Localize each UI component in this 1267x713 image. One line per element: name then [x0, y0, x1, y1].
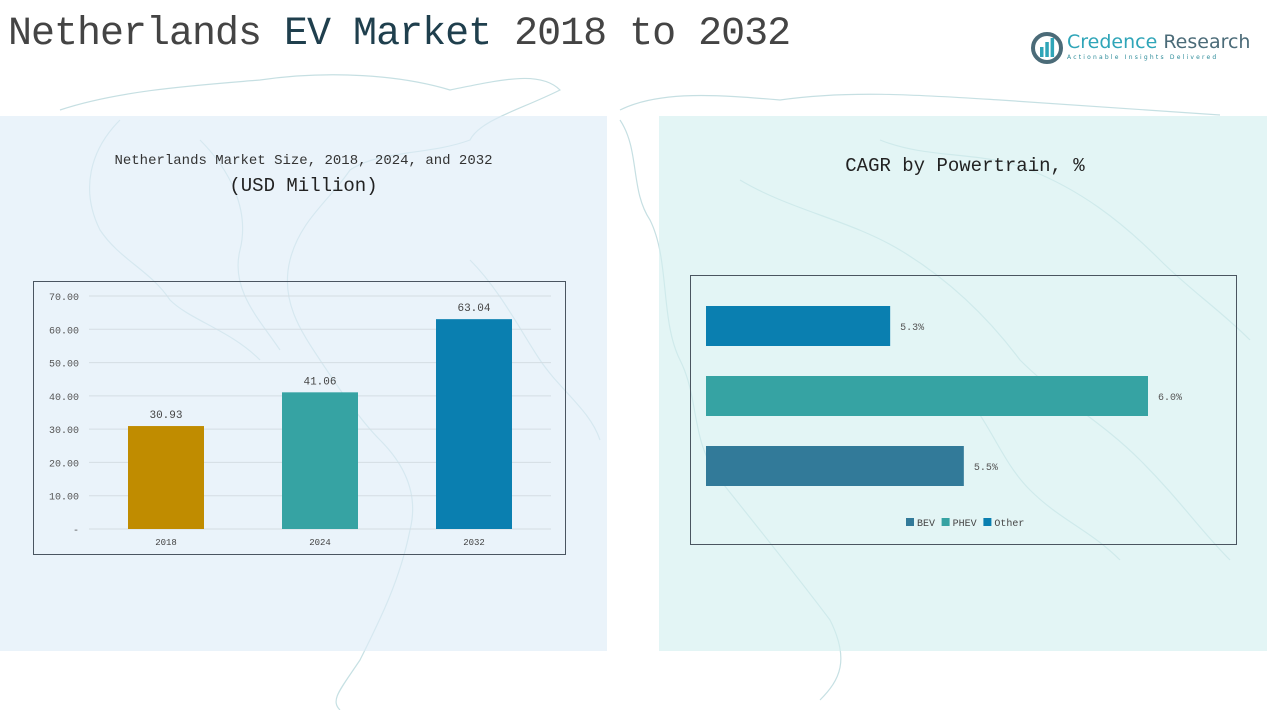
y-tick-label: 50.00: [49, 360, 79, 371]
y-tick-label: 10.00: [49, 493, 79, 504]
x-tick-label: 2024: [309, 538, 331, 548]
bar-Other: [706, 306, 891, 346]
page-title: Netherlands EV Market 2018 to 2032: [8, 12, 791, 57]
bar-2032: [436, 319, 512, 529]
title-market: EV Market: [284, 12, 492, 57]
legend-label-BEV: BEV: [917, 519, 935, 530]
y-tick-label: -: [73, 526, 79, 537]
title-country: Netherlands: [8, 12, 285, 57]
market-size-chart-subtitle: (USD Million): [229, 175, 378, 197]
title-years: 2018 to 2032: [491, 12, 791, 57]
cagr-chart-title: CAGR by Powertrain, %: [845, 155, 1085, 177]
y-tick-label: 30.00: [49, 426, 79, 437]
market-size-chart-svg: - 10.00 20.00 30.00 40.00 50.00 60.00 70.00 30.9…: [49, 293, 551, 548]
y-tick-label: 70.00: [49, 293, 79, 304]
bar-BEV: [706, 446, 964, 486]
cagr-chart: 5.3% 6.0% 5.5% BEV PHEV Other: [690, 275, 1237, 545]
x-tick-label: 2032: [463, 538, 485, 548]
legend-swatch-BEV: [906, 518, 914, 526]
cagr-chart-svg: 5.3% 6.0% 5.5% BEV PHEV Other: [706, 306, 1182, 530]
bar-value-label: 6.0%: [1158, 393, 1182, 404]
logo-tagline: Actionable Insights Delivered: [1067, 54, 1219, 61]
logo-name: Credence Research: [1067, 31, 1250, 53]
bar-PHEV: [706, 376, 1148, 416]
bar-value-label: 5.3%: [900, 323, 924, 334]
logo-name-part2: Research: [1157, 31, 1251, 53]
bar-2024: [282, 392, 358, 529]
y-tick-label: 60.00: [49, 326, 79, 337]
bar-value-label: 30.93: [149, 410, 182, 422]
legend-label-PHEV: PHEV: [953, 519, 977, 530]
legend-swatch-PHEV: [941, 518, 950, 526]
bar-value-label: 41.06: [303, 376, 336, 388]
legend-label-Other: Other: [994, 518, 1024, 530]
logo-name-part1: Credence: [1067, 31, 1158, 53]
company-logo[interactable]: Credence Research Actionable Insights De…: [1031, 30, 1250, 66]
legend-swatch-Other: [983, 518, 992, 526]
x-tick-label: 2018: [155, 538, 177, 548]
market-size-chart: - 10.00 20.00 30.00 40.00 50.00 60.00 70.00 30.9…: [33, 281, 566, 555]
bar-chart-circle-icon: [1031, 32, 1063, 64]
y-tick-label: 20.00: [49, 459, 79, 470]
bar-value-label: 5.5%: [974, 463, 998, 474]
bar-value-label: 63.04: [457, 303, 490, 315]
bar-2018: [128, 426, 204, 529]
market-size-chart-title: Netherlands Market Size, 2018, 2024, and…: [114, 153, 493, 169]
y-tick-label: 40.00: [49, 393, 79, 404]
